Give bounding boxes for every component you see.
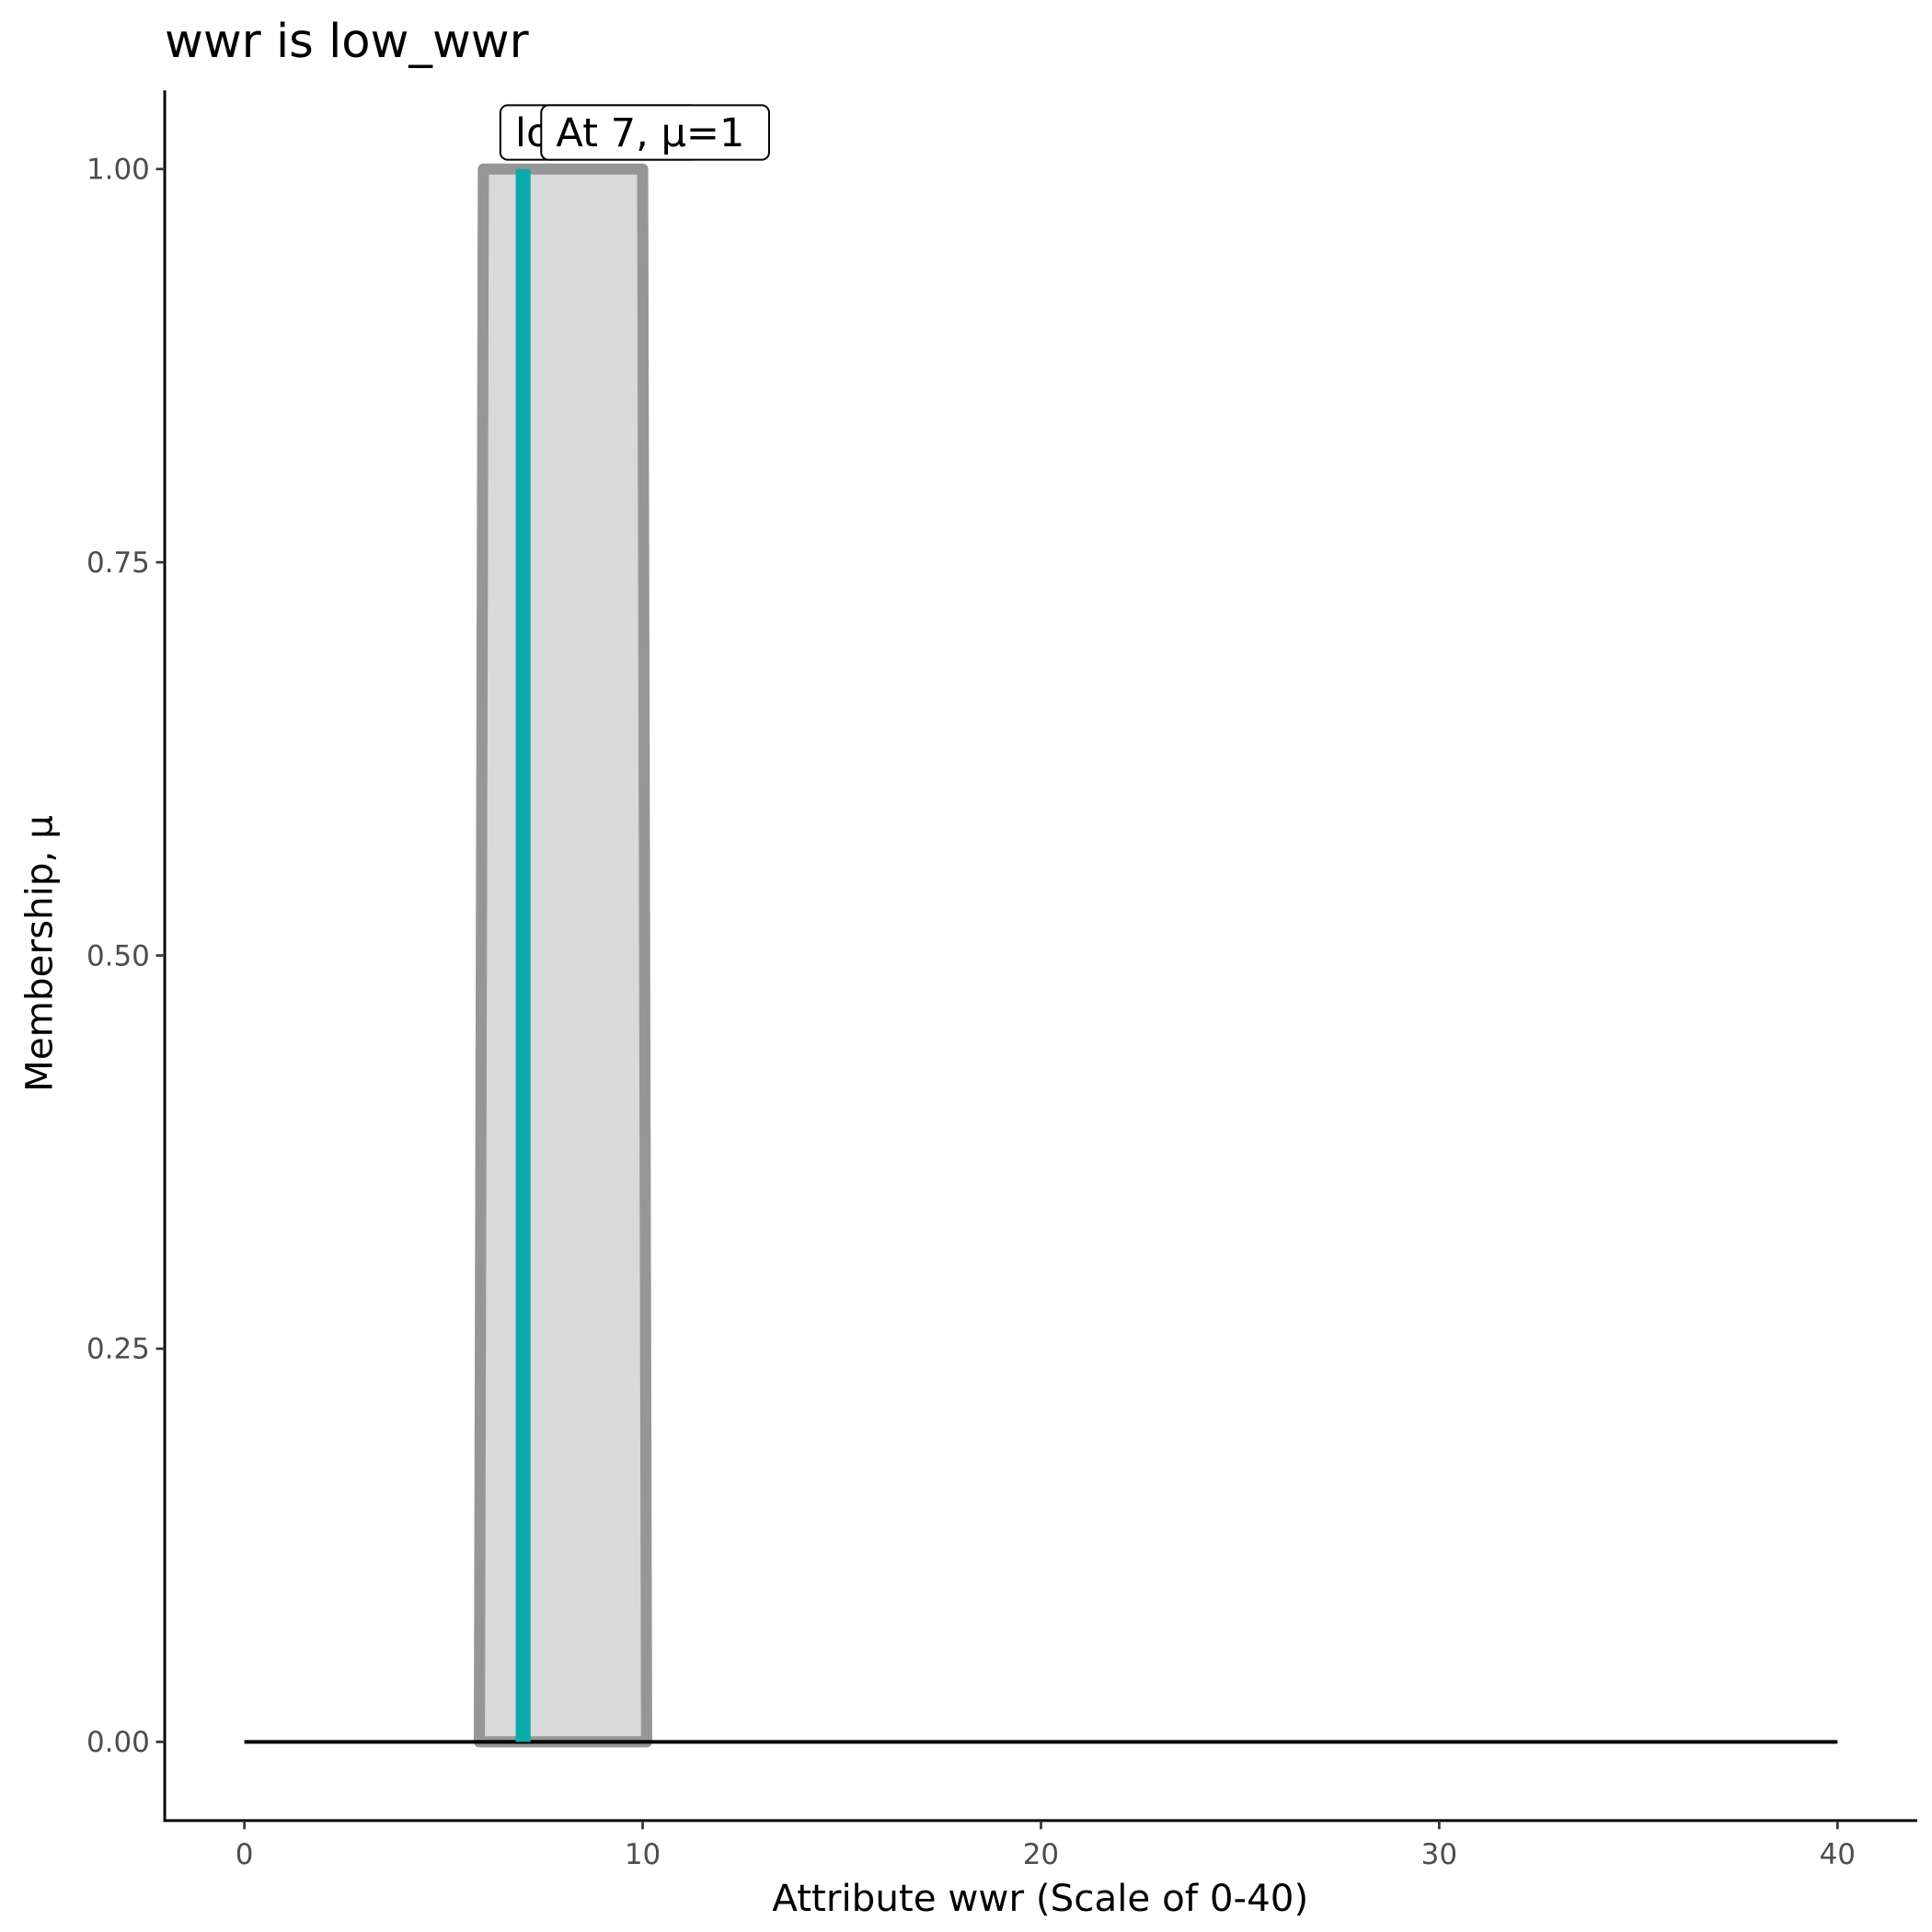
membership-set (473, 163, 652, 1748)
x-tick-label: 0 (236, 1838, 254, 1871)
y-tick-label: 1.00 (86, 154, 150, 187)
x-axis-title: Attribute wwr (Scale of 0-40) (772, 1877, 1308, 1920)
y-tick-label: 0.25 (86, 1333, 150, 1366)
x-tick-label: 10 (625, 1838, 661, 1871)
x-tick-label: 40 (1820, 1838, 1856, 1871)
annotation-box (540, 104, 770, 161)
y-axis-title: Membership, μ (18, 815, 62, 1092)
y-tick-label: 0.50 (86, 939, 150, 972)
chart-title: wwr is low_wwr (165, 15, 530, 69)
y-tick-label: 0.00 (86, 1726, 150, 1759)
annotation: At 7, μ=1 (556, 110, 744, 156)
x-tick-label: 20 (1023, 1838, 1059, 1871)
y-tick-label: 0.75 (86, 546, 150, 580)
x-tick-label: 30 (1421, 1838, 1457, 1871)
